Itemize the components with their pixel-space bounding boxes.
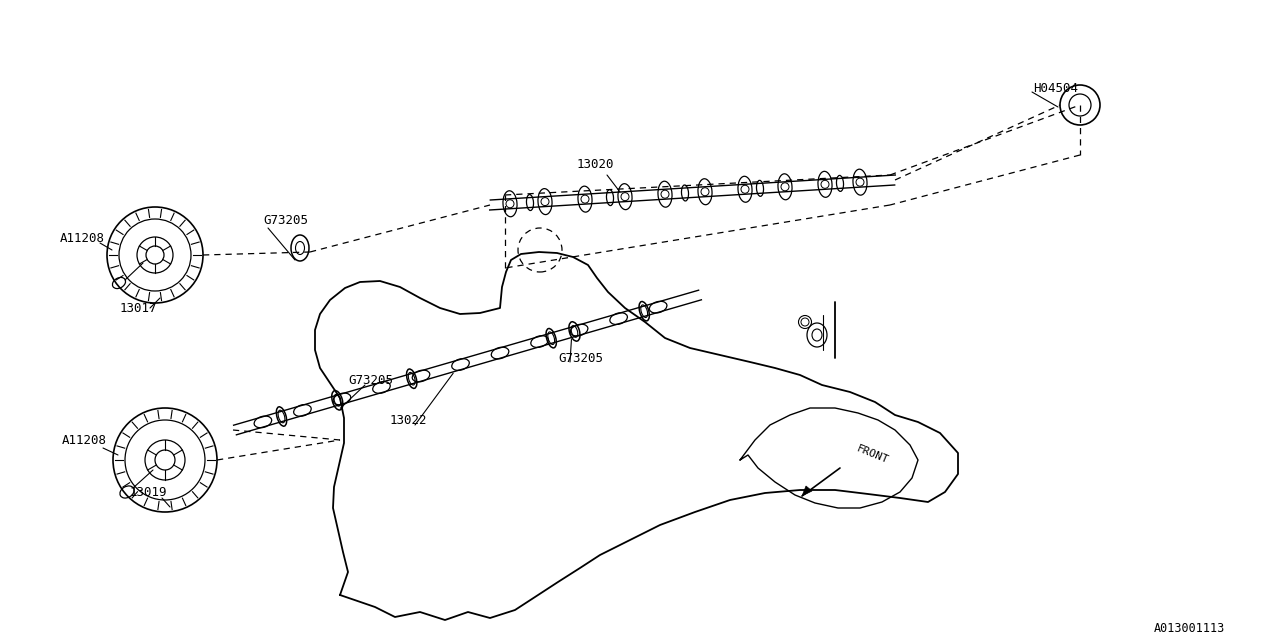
Text: A11208: A11208: [61, 433, 108, 447]
Text: 13017: 13017: [120, 301, 157, 314]
Text: FRONT: FRONT: [855, 444, 890, 466]
Text: 13020: 13020: [577, 159, 614, 172]
Text: G73205: G73205: [348, 374, 393, 387]
Text: A11208: A11208: [60, 232, 105, 244]
Text: A013001113: A013001113: [1153, 621, 1225, 634]
Text: G73205: G73205: [262, 214, 308, 227]
Text: 13022: 13022: [390, 413, 428, 426]
Text: G73205: G73205: [558, 351, 603, 365]
Text: 13019: 13019: [131, 486, 168, 499]
Polygon shape: [803, 486, 812, 496]
Text: H04504: H04504: [1033, 81, 1078, 95]
